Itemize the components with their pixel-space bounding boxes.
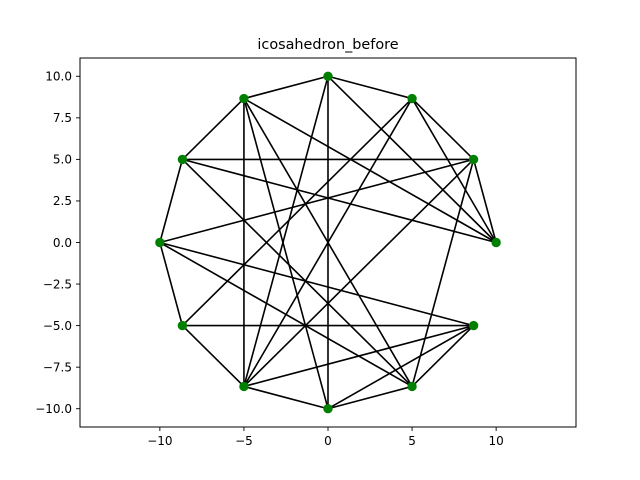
y-tick-label: 2.5 — [53, 194, 72, 208]
graph-node-7 — [177, 320, 188, 331]
y-tick-label: −5.0 — [43, 319, 72, 333]
x-tick-label: 5 — [408, 434, 416, 448]
graph-edge-22 — [159, 242, 184, 326]
graph-edge-27 — [243, 385, 329, 410]
y-axis: 10.0 7.5 5.0 2.5 0.0 −2.5 −5.0 −7.5 −10.0 — [35, 70, 80, 416]
x-tick-label: −5 — [235, 434, 253, 448]
graph-edge-24 — [159, 241, 413, 388]
graph-node-2 — [407, 93, 417, 104]
graph-edge-1 — [411, 98, 497, 243]
y-tick-label: 7.5 — [53, 111, 72, 125]
x-axis: −10 −5 0 5 10 — [147, 427, 504, 448]
graph-node-3 — [323, 71, 333, 81]
graph-node-8 — [239, 381, 249, 392]
graph-edge-25 — [181, 325, 245, 388]
graph-edge-31 — [411, 325, 475, 388]
chart-title: icosahedron_before — [257, 37, 398, 53]
x-tick-label: 10 — [488, 434, 503, 448]
y-tick-label: −2.5 — [43, 277, 72, 291]
graph-node-10 — [407, 381, 417, 392]
graph-edge-16 — [181, 97, 245, 160]
graph-edge-0 — [472, 159, 497, 243]
x-tick-label: 0 — [324, 434, 332, 448]
y-tick-label: 5.0 — [53, 153, 72, 167]
y-tick-label: −10.0 — [35, 402, 72, 416]
graph-edge-13 — [243, 75, 329, 100]
graph-edge-28 — [243, 324, 474, 388]
graph-edge-10 — [327, 75, 413, 100]
graph-edge-14 — [243, 76, 329, 387]
plot-area: −10 −5 0 5 10 10.0 7.5 5.0 2.5 0.0 −2.5 −5.0 −7.5 −1… — [35, 57, 577, 448]
graph-node-4 — [239, 93, 249, 104]
y-tick-label: −7.5 — [43, 360, 72, 374]
graph-edge-23 — [159, 241, 474, 327]
graph-node-9 — [323, 404, 333, 414]
graph-node-5 — [177, 154, 188, 165]
graph-edge-8 — [411, 159, 475, 387]
graph-edge-21 — [181, 158, 413, 388]
y-tick-label: 0.0 — [53, 236, 72, 250]
graph-edge-7 — [159, 158, 474, 244]
graph-edge-20 — [159, 159, 184, 243]
x-tick-label: −10 — [147, 434, 172, 448]
node-layer — [155, 71, 501, 414]
y-tick-label: 10.0 — [45, 70, 72, 84]
graph-edge-19 — [243, 98, 413, 387]
graph-node-11 — [468, 320, 479, 331]
graph-edge-5 — [411, 97, 475, 160]
graph-edge-4 — [182, 158, 497, 244]
graph-edge-9 — [243, 158, 475, 388]
graph-node-6 — [155, 237, 165, 248]
graph-edge-18 — [243, 98, 329, 409]
graph-node-1 — [468, 154, 479, 165]
graph-edge-12 — [181, 97, 413, 327]
graph-node-0 — [491, 237, 501, 248]
graph-edge-30 — [327, 324, 475, 410]
graph-edge-29 — [327, 385, 413, 410]
edge-layer — [159, 75, 497, 410]
